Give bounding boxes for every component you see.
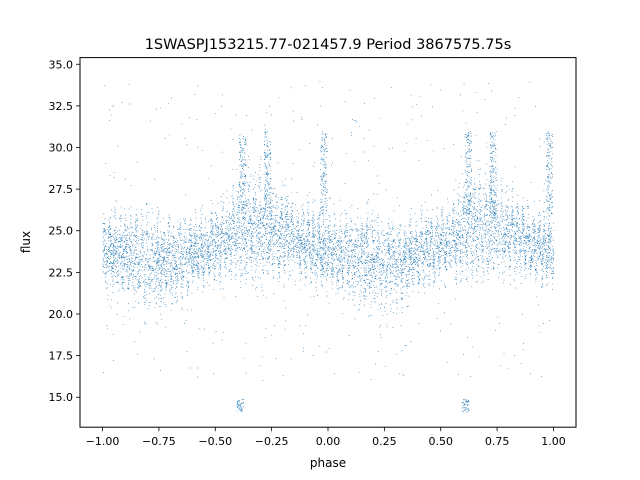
x-tick-label: 0.00 [316,435,341,448]
x-tick-label: 1.00 [541,435,566,448]
x-axis-label: phase [310,456,346,470]
x-tick-label: −0.50 [198,435,232,448]
x-tick-label: 0.25 [372,435,397,448]
y-tick-label: 22.5 [49,266,74,279]
y-tick-label: 30.0 [49,142,74,155]
chart-title: 1SWASPJ153215.77-021457.9 Period 3867575… [145,37,512,53]
scatter-points [102,80,555,413]
x-tick-label: −0.25 [255,435,289,448]
x-axis-ticks: −1.00 −0.75 −0.50 −0.25 0.00 0.25 0.50 0.75 1.00 [86,427,566,448]
y-tick-label: 15.0 [49,391,74,404]
y-axis-label: flux [19,231,33,253]
y-tick-label: 17.5 [49,350,74,363]
y-tick-label: 32.5 [49,100,74,113]
x-tick-label: 0.75 [485,435,510,448]
x-tick-label: −1.00 [86,435,120,448]
plot-frame [79,57,577,428]
y-tick-label: 20.0 [49,308,74,321]
y-tick-label: 35.0 [49,58,74,71]
y-axis-ticks: 15.0 17.5 20.0 22.5 25.0 27.5 30.0 32.5 35.0 [49,58,80,404]
x-tick-label: −0.75 [142,435,176,448]
y-tick-label: 27.5 [49,183,74,196]
flux-data-points [102,80,555,413]
x-tick-label: 0.50 [428,435,453,448]
y-tick-label: 25.0 [49,225,74,238]
